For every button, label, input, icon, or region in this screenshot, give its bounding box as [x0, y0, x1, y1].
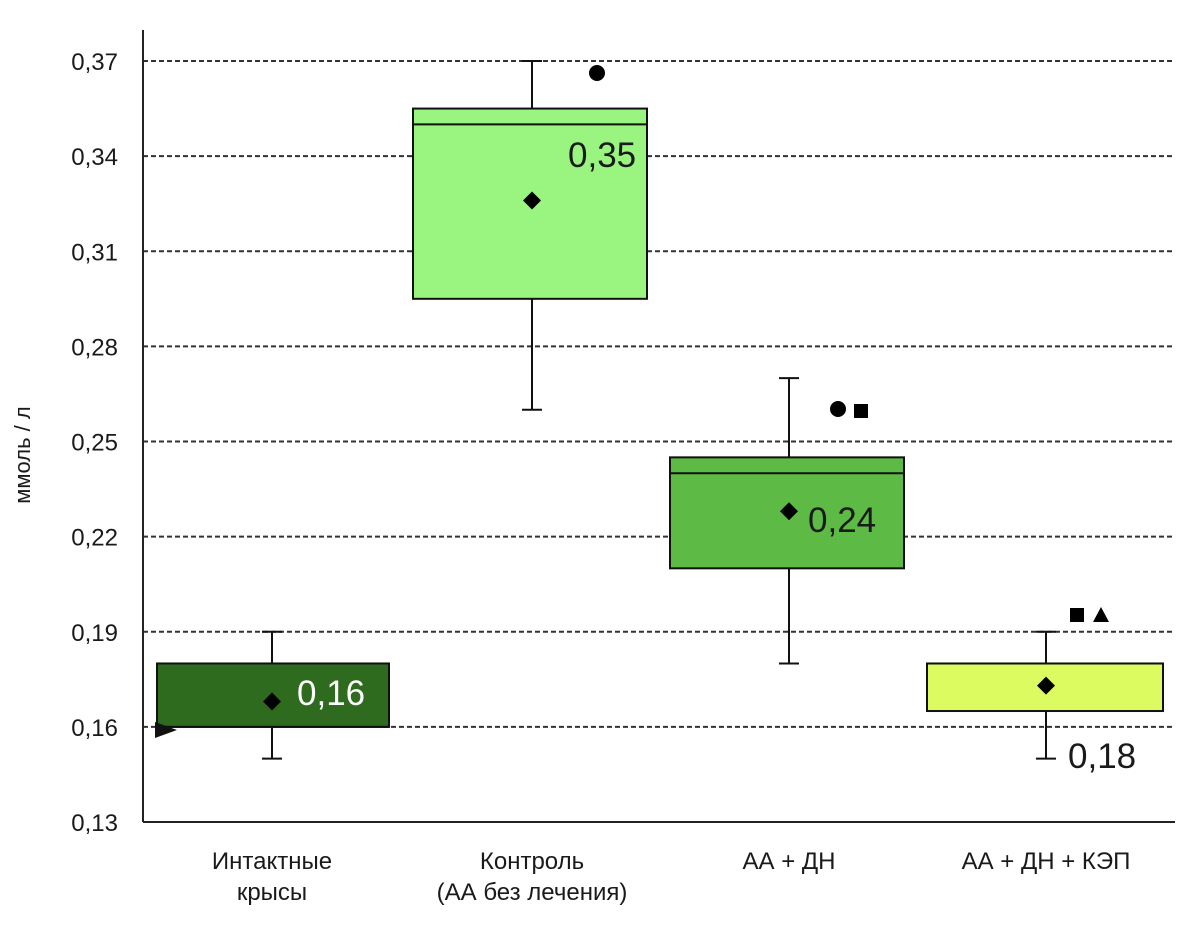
mean-marker	[1037, 676, 1055, 695]
x-category-label: крысы	[237, 879, 307, 906]
box-group: 0,18	[926, 607, 1164, 776]
y-axis-title: ммоль / л	[10, 406, 35, 503]
box-group: 0,16	[156, 630, 390, 760]
y-tick-labels: 0,37 0,34 0,31 0,28 0,25 0,22 0,19 0,16 0,13	[71, 49, 118, 837]
y-tick-label: 0,16	[71, 715, 118, 742]
significance-triangle-marker	[1093, 607, 1109, 622]
y-tick-label: 0,28	[71, 334, 118, 361]
box-value-label: 0,18	[1068, 737, 1136, 776]
mean-marker	[263, 692, 281, 711]
axis-arrow-marker	[155, 722, 177, 738]
grid-lines	[143, 60, 1172, 728]
y-tick-label: 0,34	[71, 144, 118, 171]
box-value-label: 0,35	[568, 136, 636, 175]
x-category-label: (АА без лечения)	[437, 879, 628, 906]
mean-marker	[780, 502, 798, 521]
box-series: 0,16 0,35 0,24 0,18	[156, 60, 1164, 776]
x-category-label: АА + ДН + КЭП	[962, 848, 1131, 875]
category-labels: Интактные крысы Контроль (АА без лечения) АА…	[212, 848, 1130, 906]
x-category-label: Контроль	[480, 848, 584, 875]
y-tick-label: 0,25	[71, 430, 118, 457]
mean-marker	[523, 191, 541, 210]
significance-square-marker	[854, 404, 868, 418]
box-group: 0,35	[412, 60, 648, 411]
significance-square-marker	[1070, 608, 1084, 622]
y-tick-label: 0,22	[71, 525, 118, 552]
x-category-label: АА + ДН	[743, 848, 836, 875]
box-value-label: 0,24	[808, 501, 876, 540]
y-tick-label: 0,37	[71, 49, 118, 76]
y-tick-label: 0,13	[71, 810, 118, 837]
axes	[142, 30, 1175, 823]
x-category-label: Интактные	[212, 848, 332, 875]
y-tick-label: 0,31	[71, 239, 118, 266]
significance-circle-marker	[589, 65, 605, 81]
box-value-label: 0,16	[297, 674, 365, 713]
y-tick-label: 0,19	[71, 620, 118, 647]
significance-circle-marker	[830, 401, 846, 417]
box-group: 0,24	[669, 377, 905, 665]
